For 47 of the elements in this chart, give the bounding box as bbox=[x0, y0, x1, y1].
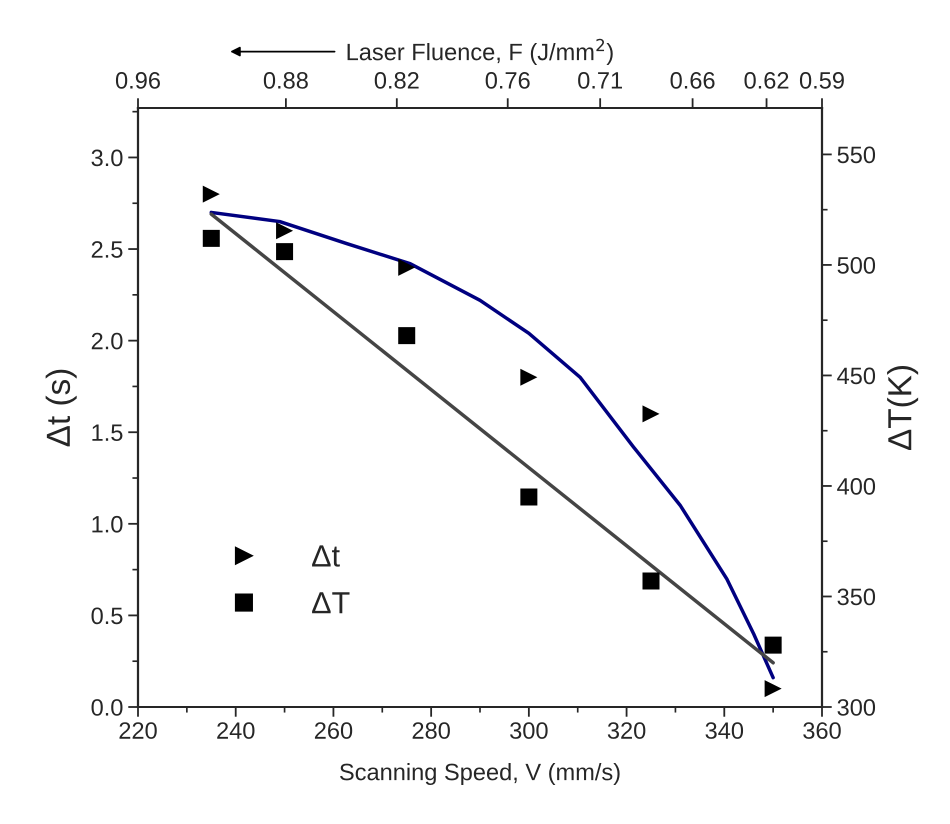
y2-tick-label: 400 bbox=[837, 478, 876, 495]
point bbox=[398, 327, 416, 344]
y-tick-label: 0.0 bbox=[92, 699, 122, 716]
y-tick-label: 3.0 bbox=[91, 150, 122, 166]
y2-tick-label: 350 bbox=[837, 588, 876, 606]
point bbox=[642, 405, 660, 422]
y2-tick-label: 500 bbox=[838, 257, 876, 274]
point bbox=[520, 368, 538, 386]
x-tick-label: 340 bbox=[705, 722, 744, 739]
point bbox=[202, 186, 220, 203]
point bbox=[202, 230, 220, 247]
y2-tick-label: 300 bbox=[837, 699, 876, 716]
x-tick-label: 320 bbox=[608, 722, 646, 739]
x2-tick-label: 0.82 bbox=[374, 72, 419, 89]
x-tick-label: 220 bbox=[119, 722, 157, 739]
legend-label: ΔT bbox=[312, 592, 350, 614]
legend-label: Δt bbox=[312, 545, 340, 567]
x-tick-label: 260 bbox=[314, 722, 352, 739]
point bbox=[520, 488, 538, 506]
x2-tick-label: 0.76 bbox=[486, 72, 530, 89]
x-tick-label: 300 bbox=[510, 722, 548, 739]
x-tick-label: 280 bbox=[412, 722, 450, 739]
x2-tick-label: 0.71 bbox=[578, 72, 622, 89]
point bbox=[276, 243, 294, 260]
point bbox=[642, 572, 660, 590]
point bbox=[764, 680, 782, 698]
y-tick-label: 2.5 bbox=[92, 241, 122, 258]
x2-tick-label: 0.96 bbox=[116, 72, 160, 89]
point bbox=[398, 258, 416, 276]
y-tick-label: 0.5 bbox=[92, 607, 122, 624]
x2-tick-label: 0.62 bbox=[744, 72, 788, 89]
point bbox=[764, 636, 782, 654]
x-tick-label: 240 bbox=[217, 722, 254, 739]
y2-axis-title: ΔT(K) bbox=[887, 366, 918, 450]
x2-tick-label: 0.66 bbox=[670, 72, 715, 89]
x2-tick-label: 0.88 bbox=[264, 72, 308, 89]
x-tick-label: 360 bbox=[803, 722, 841, 739]
x2-tick-label: 0.59 bbox=[800, 72, 844, 89]
x-axis-title: Scanning Speed, V (mm/s) bbox=[340, 763, 620, 786]
y-tick-label: 2.0 bbox=[92, 332, 122, 350]
y-axis-title: Δt (s) bbox=[46, 370, 77, 446]
y-tick-label: 1.0 bbox=[92, 516, 122, 533]
point bbox=[276, 222, 294, 240]
y2-tick-label: 450 bbox=[837, 368, 876, 384]
y2-tick-label: 550 bbox=[838, 146, 876, 164]
y-tick-label: 1.5 bbox=[92, 424, 122, 442]
x2-axis-title: Laser Fluence, F (J/mm$^{2}$) bbox=[348, 38, 613, 66]
